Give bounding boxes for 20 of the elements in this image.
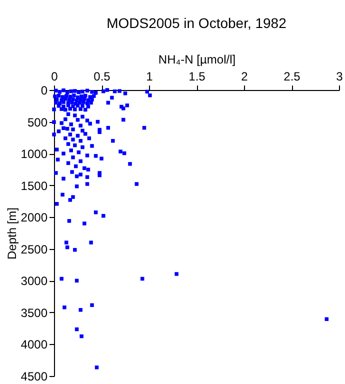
x-tick-label: 1.5 xyxy=(188,70,206,84)
y-tick-label: 4500 xyxy=(20,370,48,384)
x-tick-label: 0 xyxy=(51,70,58,84)
y-tick-label: 3500 xyxy=(20,306,48,320)
x-axis-title: NH₄-N [µmol/l] xyxy=(158,52,236,66)
y-tick-label: 0 xyxy=(40,84,48,98)
y-tick-label: 500 xyxy=(27,115,48,130)
y-tick-label: 3000 xyxy=(20,274,48,288)
y-tick-label: 1000 xyxy=(20,147,48,162)
x-tick-label: 2.5 xyxy=(284,70,301,84)
y-tick-label: 4000 xyxy=(20,338,48,352)
y-axis-title: Depth [m] xyxy=(4,207,19,260)
chart-title: MODS2005 in October, 1982 xyxy=(106,15,287,31)
x-tick-label: 2 xyxy=(241,70,248,84)
x-tick-label: 3 xyxy=(336,70,344,84)
x-tick-label: 0.5 xyxy=(94,70,111,84)
x-tick-label: 1 xyxy=(146,70,154,84)
y-tick-label: 2000 xyxy=(20,210,48,225)
y-tick-label: 1500 xyxy=(20,178,48,193)
y-tick-label: 2500 xyxy=(20,242,48,256)
